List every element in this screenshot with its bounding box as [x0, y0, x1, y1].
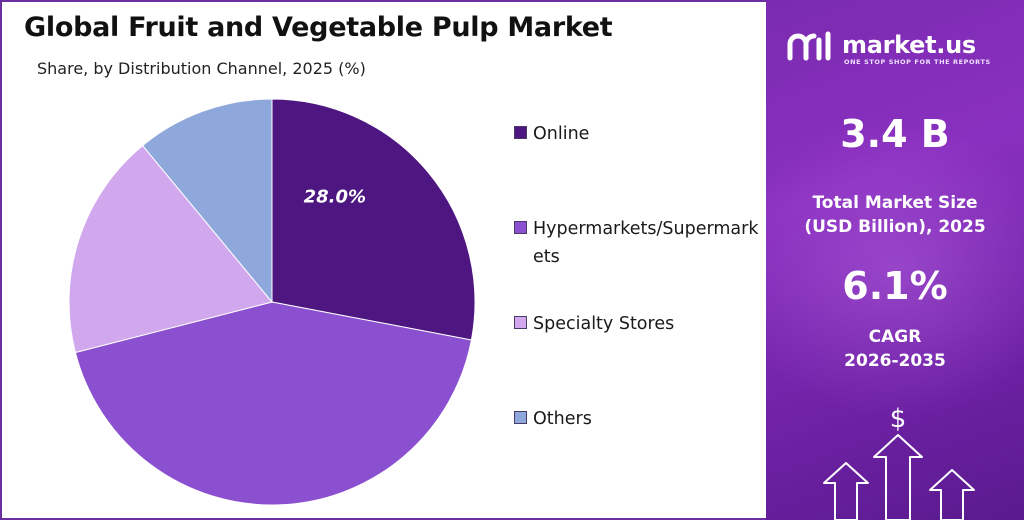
legend-label-hypermarkets: Hypermarkets/Supermarkets [533, 219, 759, 267]
legend-label-specialty-stores: Specialty Stores [533, 314, 675, 334]
legend-swatch-specialty-stores [514, 316, 527, 329]
growth-arrows-graphic: $ [823, 404, 975, 520]
brand: market.us [786, 28, 976, 62]
cagr-value: 6.1% [842, 264, 948, 308]
chart-title: Global Fruit and Vegetable Pulp Market [24, 12, 613, 43]
up-arrow-icon [929, 469, 975, 520]
chart-panel: Global Fruit and Vegetable Pulp Market S… [0, 0, 766, 520]
up-arrow-icon [823, 462, 869, 520]
market-us-logo-icon [787, 31, 831, 61]
brand-tagline: ONE STOP SHOP FOR THE REPORTS [844, 58, 991, 66]
legend-item-hypermarkets: Hypermarkets/Supermarkets [514, 215, 761, 271]
brand-name: market.us [842, 31, 976, 59]
pie-slice-online [271, 98, 476, 341]
background-glow [766, 120, 1024, 420]
up-arrow-icon [873, 434, 923, 520]
legend-label-others: Others [533, 409, 592, 429]
market-size-label-line2: (USD Billion), 2025 [804, 217, 986, 237]
market-size-value: 3.4 B [840, 112, 950, 156]
pie-slice-specialty-stores [68, 144, 273, 354]
stats-sidebar: market.us ONE STOP SHOP FOR THE REPORTS … [766, 0, 1024, 520]
pie-chart: 28.0% [62, 97, 482, 517]
legend-swatch-hypermarkets [514, 221, 527, 234]
legend-swatch-others [514, 411, 527, 424]
legend-item-online: Online [514, 120, 761, 148]
chart-subtitle: Share, by Distribution Channel, 2025 (%) [37, 59, 366, 78]
dollar-icon: $ [890, 404, 907, 434]
market-size-label-line1: Total Market Size [812, 193, 978, 213]
legend-item-others: Others [514, 405, 761, 433]
legend-swatch-online [514, 126, 527, 139]
cagr-label-line1: CAGR [868, 327, 922, 347]
cagr-label-line2: 2026-2035 [844, 351, 946, 371]
pie-chart-svg: 28.0% [68, 98, 476, 506]
data-label-online: 28.0% [304, 186, 366, 207]
pie-slice-hypermarkets [74, 301, 472, 506]
pie-slice-others [141, 98, 273, 304]
legend-label-online: Online [533, 124, 590, 144]
legend-item-specialty-stores: Specialty Stores [514, 310, 761, 338]
